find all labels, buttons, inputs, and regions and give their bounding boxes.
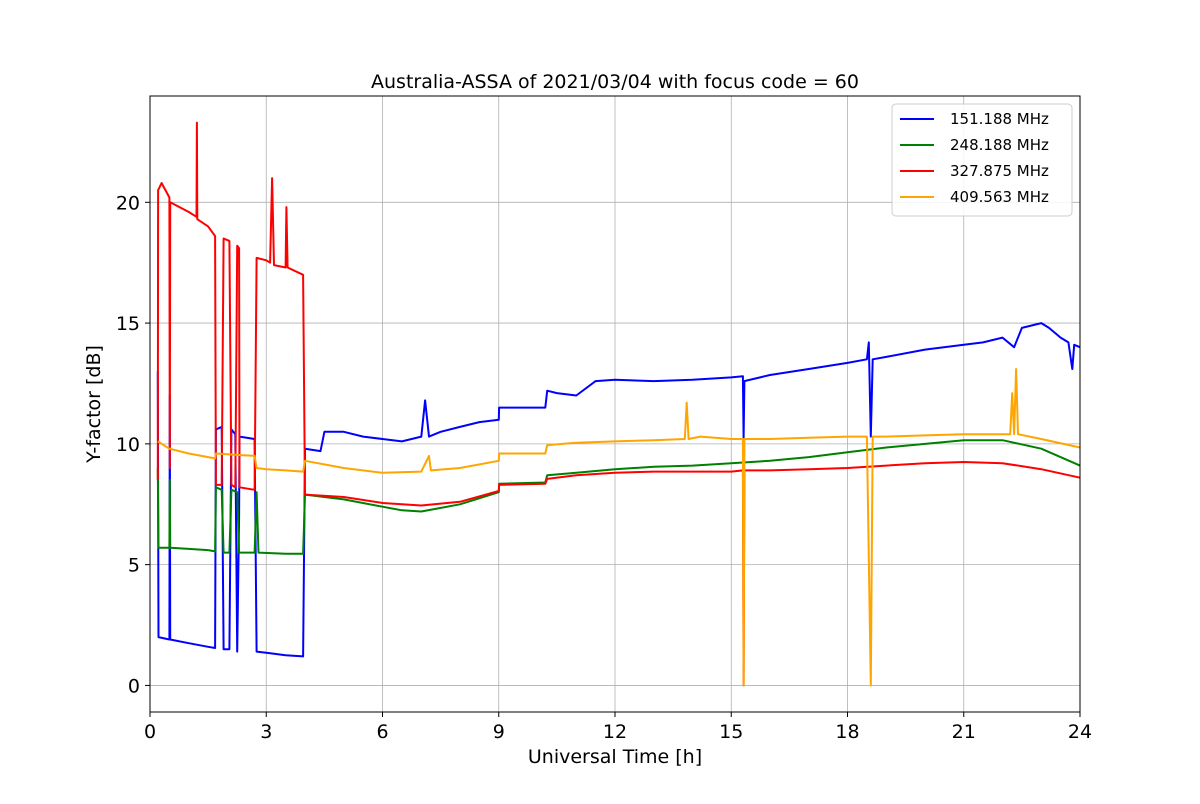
x-tick-label-4: 12 [603,721,627,743]
x-tick-label-3: 9 [493,721,505,743]
x-tick-label-0: 0 [144,721,156,743]
x-tick-label-1: 3 [260,721,272,743]
legend-label-2: 327.875 MHz [950,162,1049,180]
legend-label-1: 248.188 MHz [950,136,1049,154]
x-tick-label-5: 15 [719,721,743,743]
x-tick-label-7: 21 [952,721,976,743]
series-line-3 [157,368,1081,687]
x-axis-label: Universal Time [h] [528,746,702,768]
legend-label-0: 151.188 MHz [950,110,1049,128]
y-axis-label: Y-factor [dB] [83,345,105,464]
legend-box [891,103,1073,217]
plot-series [156,121,1081,687]
x-tick-label-8: 24 [1068,721,1092,743]
y-tick-label-0: 0 [128,675,140,697]
x-tick-label-6: 18 [835,721,859,743]
legend-label-3: 409.563 MHz [950,188,1049,206]
axis-ticks: 0 3 6 9 12 15 18 21 24 0 5 10 15 20 [116,192,1092,743]
chart-title: Australia-ASSA of 2021/03/04 with focus … [371,71,859,93]
legend: 151.188 MHz 248.188 MHz 327.875 MHz 409.563… [891,103,1073,217]
x-tick-label-2: 6 [376,721,388,743]
y-tick-label-4: 20 [116,192,140,214]
y-tick-label-3: 15 [116,313,140,335]
y-tick-label-1: 5 [128,555,140,577]
series-line-1 [156,439,1081,555]
y-tick-label-2: 10 [116,434,140,456]
